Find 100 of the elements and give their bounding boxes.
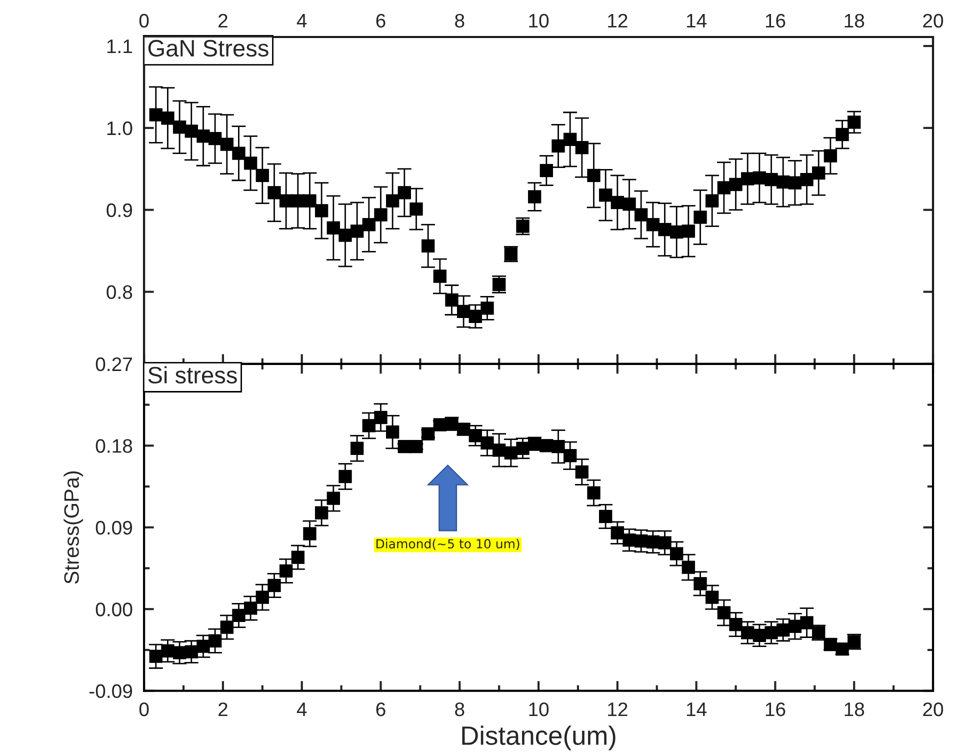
point	[729, 618, 742, 632]
x-tick-label: 6	[376, 702, 386, 716]
x2-tick-label: 8	[455, 14, 464, 28]
point	[480, 302, 494, 315]
point	[717, 181, 731, 194]
x2-tick-label: 16	[766, 14, 786, 28]
point	[610, 526, 624, 540]
point	[492, 444, 506, 457]
point	[564, 449, 577, 462]
x-tick-label: 18	[844, 702, 864, 716]
point	[184, 124, 198, 138]
point	[220, 138, 234, 151]
x2-tick-label: 18	[844, 14, 864, 28]
point	[172, 120, 186, 134]
point	[836, 128, 849, 142]
point	[244, 156, 258, 170]
point	[184, 645, 198, 658]
y-tick-label: 0.00	[96, 602, 132, 616]
point	[208, 132, 222, 146]
y-tick-label: 0.27	[96, 357, 132, 372]
point	[599, 510, 612, 524]
point	[587, 168, 600, 182]
y-axis-title: Stress(GPa)	[64, 471, 84, 584]
point	[468, 310, 482, 323]
point	[161, 112, 174, 125]
point	[622, 198, 636, 211]
chart-title: Si stress	[148, 366, 237, 384]
point	[314, 506, 328, 520]
point	[410, 202, 423, 216]
point	[398, 186, 411, 200]
x-axis-title: Distance(um)	[462, 726, 616, 750]
point	[303, 527, 316, 540]
point	[326, 221, 340, 234]
x-tick-label: 2	[218, 702, 228, 716]
point	[350, 224, 364, 238]
point	[764, 626, 778, 640]
x2-tick-label: 2	[218, 14, 228, 28]
point	[800, 172, 814, 186]
point	[800, 616, 814, 630]
point	[564, 132, 577, 146]
point	[824, 149, 838, 162]
point	[552, 440, 565, 454]
point	[504, 446, 518, 460]
point	[338, 470, 352, 484]
point	[670, 225, 684, 239]
point	[741, 172, 754, 186]
point	[776, 175, 790, 189]
point	[256, 168, 269, 182]
point	[706, 590, 719, 604]
y-tick-label: 1.1	[107, 40, 132, 54]
x-tick-label: 14	[686, 702, 707, 716]
point	[682, 560, 696, 574]
point	[717, 606, 731, 620]
point	[540, 164, 554, 178]
point	[634, 208, 648, 222]
point	[303, 194, 316, 208]
point	[232, 146, 246, 160]
point	[350, 442, 364, 455]
point	[445, 293, 458, 307]
point	[670, 547, 684, 560]
point	[587, 486, 600, 500]
y-tick-label: 0.09	[96, 520, 132, 535]
point	[764, 172, 778, 186]
point	[256, 590, 269, 604]
point	[646, 218, 660, 232]
point	[291, 550, 304, 564]
x2-tick-label: 14	[686, 14, 707, 28]
point	[149, 108, 162, 122]
x-tick-label: 20	[923, 702, 944, 716]
point	[220, 620, 234, 634]
point	[268, 186, 281, 200]
y-tick-label: 0.9	[106, 203, 132, 218]
point	[362, 419, 376, 432]
point	[575, 465, 589, 479]
y-tick-label: 0.18	[96, 439, 132, 453]
point	[244, 602, 258, 615]
point	[456, 304, 470, 318]
x-tick-label: 16	[766, 702, 786, 716]
x2-tick-label: 6	[376, 14, 386, 28]
point	[279, 194, 293, 208]
point	[658, 222, 672, 236]
x2-tick-label: 10	[529, 14, 549, 28]
chart-title: GaN Stress	[148, 40, 268, 57]
point	[836, 642, 849, 656]
y-tick-label: -0.09	[89, 684, 132, 698]
x2-tick-label: 4	[296, 14, 307, 28]
point	[682, 224, 696, 238]
point	[433, 270, 446, 283]
point	[694, 210, 707, 224]
point	[279, 564, 293, 578]
point	[268, 578, 281, 592]
point	[232, 608, 246, 622]
point	[599, 188, 612, 202]
point	[196, 130, 210, 143]
point	[161, 644, 174, 658]
point	[788, 176, 802, 190]
point	[338, 228, 352, 242]
x-tick-label: 10	[529, 702, 549, 716]
x-tick-label: 8	[455, 702, 464, 716]
point	[552, 139, 565, 153]
